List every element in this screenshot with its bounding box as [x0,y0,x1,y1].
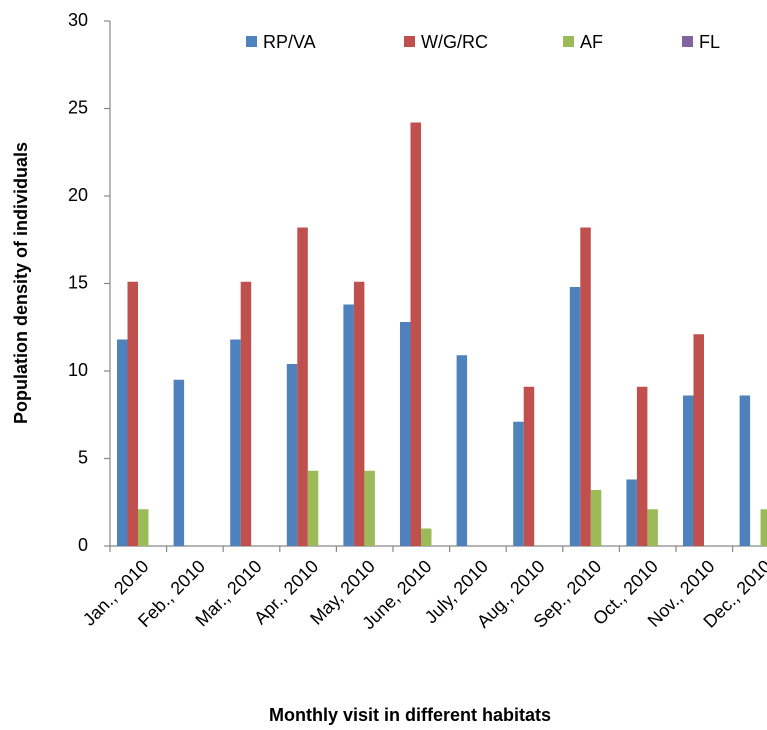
bar [353,281,365,546]
bar [230,339,241,546]
y-tick-label: 25 [68,97,88,117]
legend-swatch [404,36,415,47]
bar [307,470,319,546]
bar [240,281,252,546]
bar [636,386,648,546]
bar [127,281,138,546]
bar [364,470,375,546]
bar [513,421,524,546]
bar [117,339,128,546]
bar [683,395,694,546]
bar [286,364,298,546]
x-axis-title: Monthly visit in different habitats [269,705,551,725]
bar [421,528,432,546]
bar [297,227,308,546]
y-tick-label: 5 [78,447,88,467]
bar [590,490,602,546]
bar [760,509,767,546]
legend-label: AF [580,32,603,52]
bar [138,509,149,546]
bar [693,334,704,546]
bar [456,355,468,546]
y-tick-label: 0 [78,535,88,555]
bar [173,379,185,546]
y-tick-label: 15 [68,272,88,292]
legend-label: RP/VA [263,32,316,52]
legend-label: FL [699,32,720,52]
bar [523,386,535,546]
bar [626,479,637,546]
bar [400,322,411,546]
bar [580,227,591,546]
bar [343,304,354,546]
y-axis-title: Population density of individuals [11,142,31,424]
y-tick-label: 30 [68,10,88,30]
legend-swatch [682,36,693,47]
y-tick-label: 10 [68,360,88,380]
bar [569,287,581,546]
bar [739,395,751,546]
legend-swatch [563,36,574,47]
y-tick-label: 20 [68,185,88,205]
bar [410,122,421,546]
legend-label: W/G/RC [421,32,488,52]
legend-swatch [246,36,257,47]
bar [647,509,658,546]
